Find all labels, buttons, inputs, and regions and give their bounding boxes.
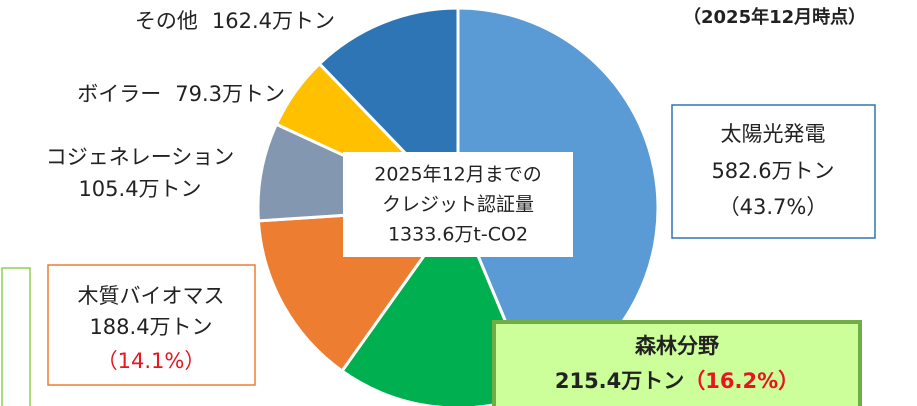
value-label: 582.6万トン (711, 159, 834, 183)
slice-label: （43.7%） (719, 195, 828, 219)
slice-label: その他 162.4万トン (135, 9, 335, 33)
value-label: 215.4万トン (555, 369, 684, 393)
slice-label: 105.4万トン (78, 177, 201, 201)
percent-label: （16.2%） (684, 369, 799, 393)
category-label: その他 (135, 9, 198, 33)
slice-label: 森林分野 (635, 334, 719, 358)
label-box (492, 320, 862, 406)
value-label: 188.4万トン (89, 315, 212, 339)
center-label: 2025年12月までの (374, 164, 542, 186)
slice-label: （14.1%） (97, 349, 206, 373)
category-label: 森林分野 (635, 334, 719, 358)
center-label: クレジット認証量 (382, 194, 534, 216)
percent-label: （14.1%） (97, 349, 206, 373)
slice-label: 木質バイオマス (78, 284, 225, 308)
slice-label: 188.4万トン (89, 315, 212, 339)
center-box (343, 152, 573, 257)
category-label: 木質バイオマス (78, 284, 225, 308)
category-label: コジェネレーション (46, 145, 235, 169)
note: （2025年12月時点） (683, 6, 866, 28)
label-box (47, 264, 256, 386)
slice-label: 太陽光発電 (721, 122, 826, 146)
slice-label: 582.6万トン (711, 159, 834, 183)
category-label: ボイラー (77, 82, 161, 106)
value-label: 162.4万トン (212, 9, 335, 33)
slice-label: ボイラー 79.3万トン (77, 82, 285, 106)
center-label: 1333.6万t-CO2 (388, 224, 528, 246)
slice-label: 215.4万トン（16.2%） (555, 369, 799, 393)
value-label: 105.4万トン (78, 177, 201, 201)
slice-label: コジェネレーション (46, 145, 235, 169)
value-label: 79.3万トン (175, 82, 285, 106)
category-label: 太陽光発電 (721, 122, 826, 146)
label-box (671, 104, 876, 239)
side-box (1, 267, 31, 406)
percent-label: （43.7%） (719, 195, 828, 219)
